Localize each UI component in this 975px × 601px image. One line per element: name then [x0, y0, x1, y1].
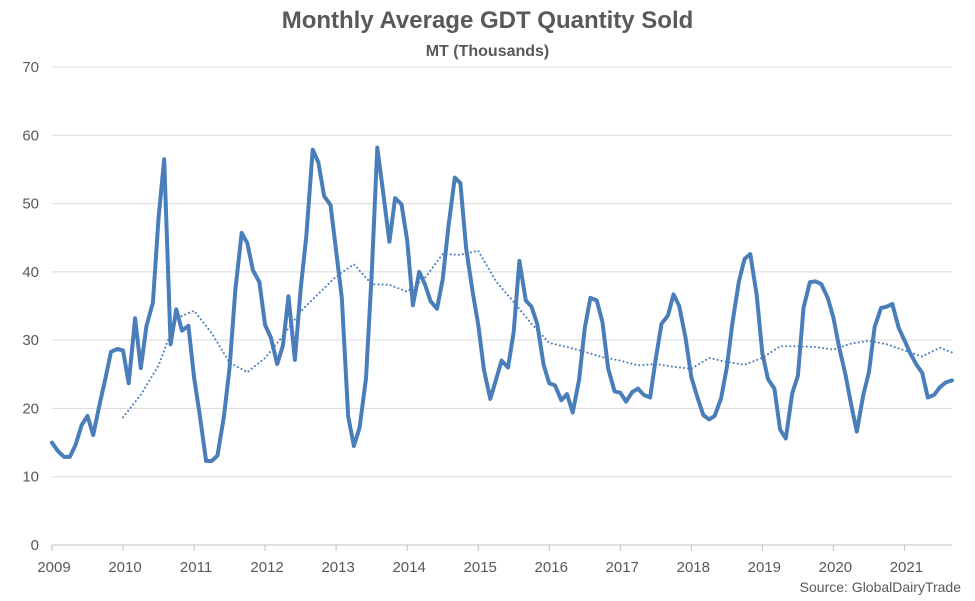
- x-tick-label-2019: 2019: [748, 559, 781, 576]
- series-group: [50, 145, 954, 463]
- y-axis-ticks: 0 10 20 30 40 50 60 70: [22, 59, 39, 554]
- y-tick-label-20: 20: [22, 400, 39, 417]
- y-tick-label-60: 60: [22, 127, 39, 144]
- x-tick-label-2013: 2013: [321, 559, 354, 576]
- y-tick-label-30: 30: [22, 332, 39, 349]
- y-tick-label-70: 70: [22, 59, 39, 76]
- y-tick-label-10: 10: [22, 469, 39, 486]
- x-tick-label-2020: 2020: [819, 559, 852, 576]
- series-line-trend: [122, 249, 953, 419]
- x-tick-label-2012: 2012: [250, 559, 283, 576]
- source-note: Source: GlobalDairyTrade: [799, 579, 961, 595]
- x-tick-label-2015: 2015: [464, 559, 497, 576]
- x-tick-label-2021: 2021: [890, 559, 923, 576]
- x-tick-label-2014: 2014: [392, 559, 425, 576]
- x-tick-label-2016: 2016: [535, 559, 568, 576]
- x-tick-label-2017: 2017: [606, 559, 639, 576]
- y-tick-label-40: 40: [22, 264, 39, 281]
- x-tick-label-2018: 2018: [677, 559, 710, 576]
- chart-subtitle: MT (Thousands): [425, 43, 550, 60]
- x-tick-label-2011: 2011: [180, 559, 212, 576]
- x-tick-label-2009: 2009: [37, 559, 70, 576]
- chart-title: Monthly Average GDT Quantity Sold: [281, 7, 694, 34]
- x-axis-ticks: 2009 2010 2011 2012 2013 2014 2015 2016 2017 2018…: [37, 545, 923, 576]
- y-tick-label-50: 50: [22, 196, 39, 213]
- series-line-monthly: [50, 145, 954, 463]
- y-tick-label-0: 0: [31, 537, 39, 554]
- x-tick-label-2010: 2010: [108, 559, 141, 576]
- gridlines: [52, 66, 952, 546]
